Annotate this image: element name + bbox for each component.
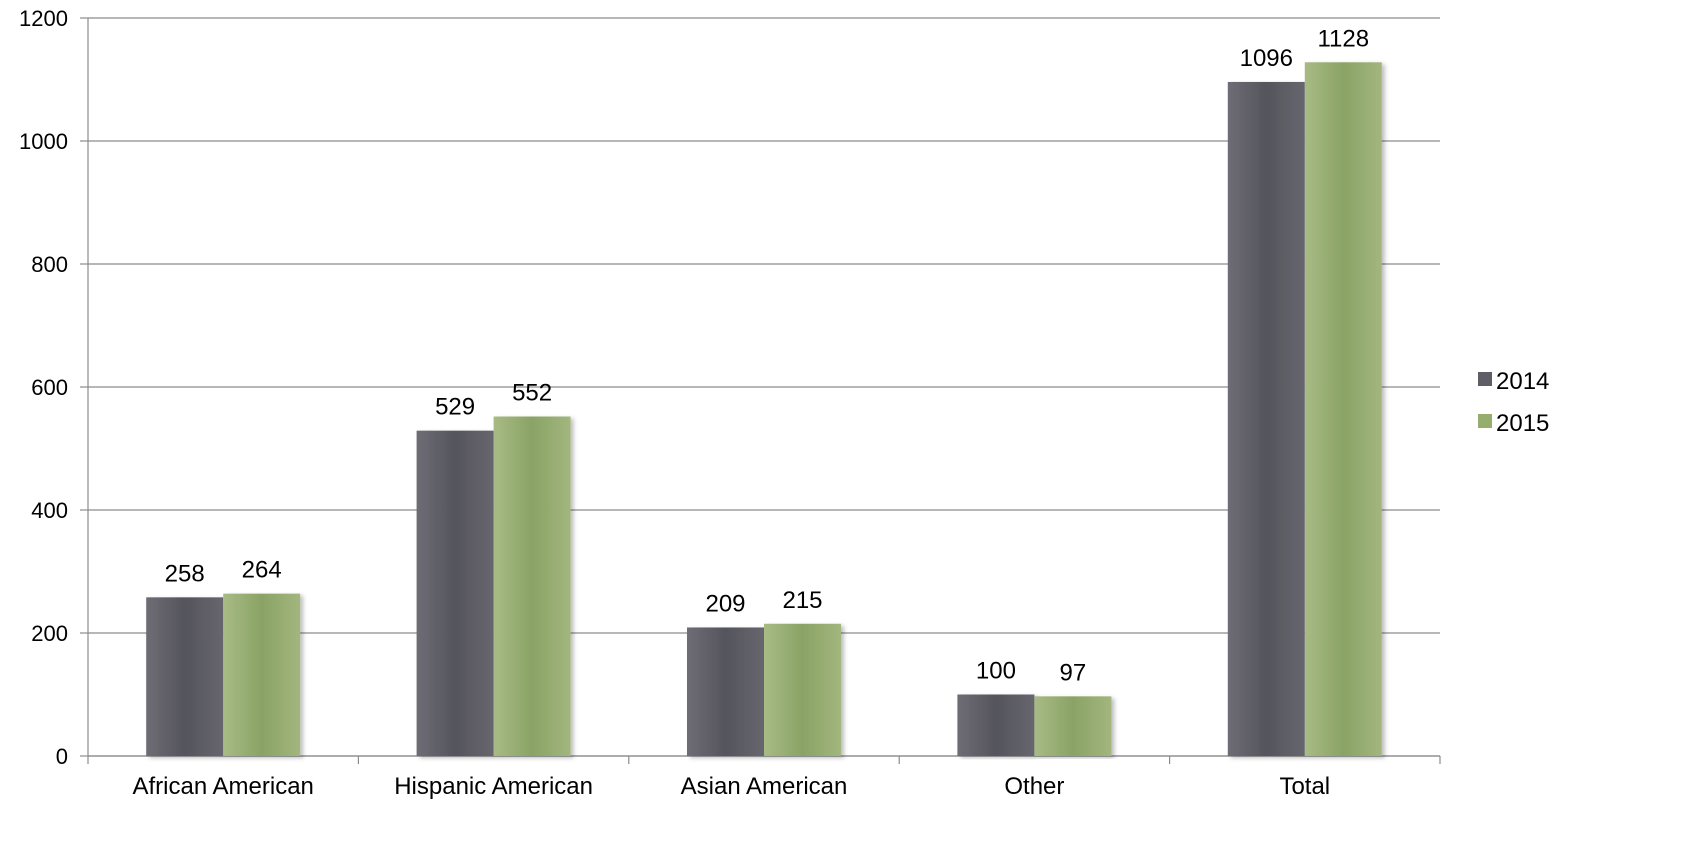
data-label: 264 xyxy=(242,557,282,584)
bar-2015-african-american xyxy=(223,593,301,756)
y-tick-label: 1000 xyxy=(19,129,68,154)
data-label: 529 xyxy=(435,394,475,421)
x-category-label: Total xyxy=(1279,773,1330,800)
y-tick-label: 400 xyxy=(31,498,68,523)
data-label: 100 xyxy=(976,658,1016,685)
bar-2015-other xyxy=(1034,696,1112,756)
legend-swatch xyxy=(1478,414,1492,428)
bar-2014-hispanic-american xyxy=(416,430,494,756)
axes: 0 200 400 600 800 1000 1200 African American His… xyxy=(19,6,1441,800)
bar-2014-asian-american xyxy=(687,627,764,756)
y-tick-label: 200 xyxy=(31,621,68,646)
data-label: 97 xyxy=(1060,659,1087,686)
x-category-label: Hispanic American xyxy=(394,773,593,800)
legend-label: 2014 xyxy=(1496,368,1549,395)
data-label: 209 xyxy=(705,590,745,617)
y-tick-label: 800 xyxy=(31,252,68,277)
bar-2014-other xyxy=(957,694,1035,756)
data-label: 1096 xyxy=(1240,45,1293,72)
bar-2015-hispanic-american xyxy=(493,416,571,756)
legend: 2014 2015 xyxy=(1478,368,1549,437)
legend-swatch xyxy=(1478,372,1492,386)
gridlines xyxy=(88,17,1440,757)
y-tick-label: 600 xyxy=(31,375,68,400)
data-labels: 258 529 209 100 1096 264 552 215 97 1128 xyxy=(165,25,1369,686)
data-label: 258 xyxy=(165,560,205,587)
bar-2014-african-american xyxy=(146,597,224,756)
data-label: 215 xyxy=(782,587,822,614)
data-label: 552 xyxy=(512,380,552,407)
y-tick-label: 1200 xyxy=(19,6,68,31)
x-category-label: African American xyxy=(132,773,313,800)
bar-2015-total xyxy=(1304,62,1382,756)
x-category-label: Other xyxy=(1004,773,1064,800)
bars xyxy=(146,62,1382,756)
bar-2015-asian-american xyxy=(764,623,841,756)
y-tick-label: 0 xyxy=(56,744,68,769)
legend-label: 2015 xyxy=(1496,410,1549,437)
data-label: 1128 xyxy=(1317,25,1369,52)
x-category-label: Asian American xyxy=(681,773,848,800)
bar-2014-total xyxy=(1227,81,1305,756)
